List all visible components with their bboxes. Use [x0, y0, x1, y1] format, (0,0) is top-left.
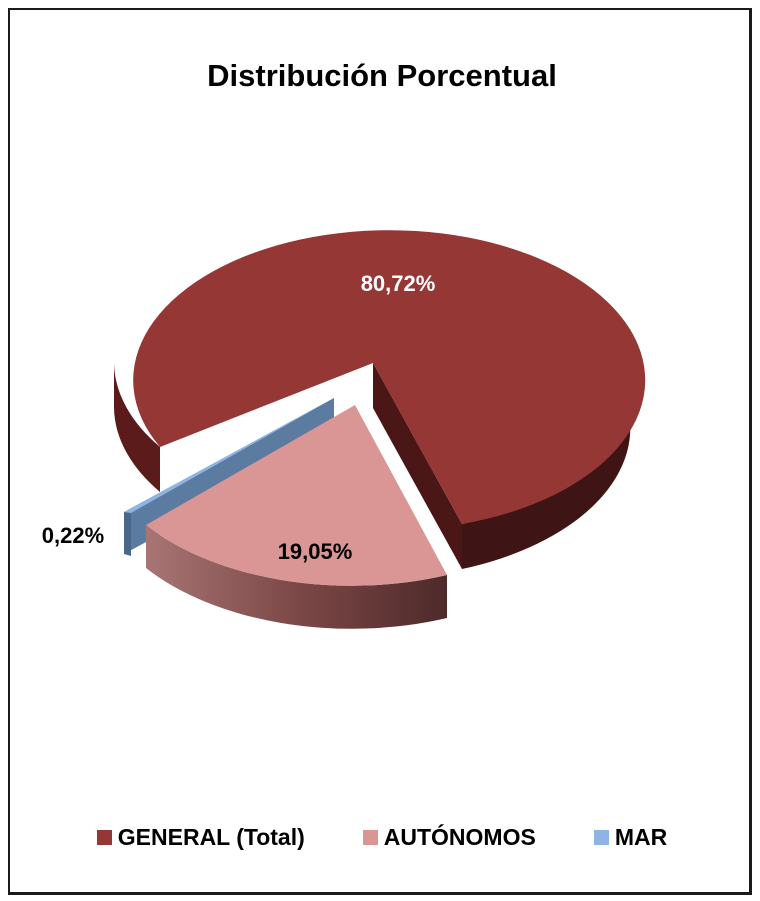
legend-item-general: GENERAL (Total) — [96, 824, 305, 851]
legend-label-general: GENERAL (Total) — [117, 824, 305, 850]
chart-legend: GENERAL (Total) AUTÓNOMOS MAR — [10, 824, 754, 851]
legend-swatch-general — [96, 830, 112, 845]
legend-label-mar: MAR — [614, 824, 668, 850]
data-label-mar: 0,22% — [42, 523, 104, 548]
pie-slice-general-side — [462, 363, 631, 569]
legend-item-autonomos: AUTÓNOMOS — [362, 824, 536, 851]
pie-slice-general-cut — [373, 363, 462, 569]
pie-slice-general-top — [133, 230, 646, 525]
pie-slice-general — [114, 230, 646, 569]
chart-frame: Distribución Porcentual — [8, 8, 752, 895]
pie-slice-general-side — [114, 363, 160, 492]
legend-swatch-mar — [593, 830, 609, 845]
data-label-general: 80,72% — [361, 271, 436, 296]
legend-item-mar: MAR — [593, 824, 668, 851]
pie-slice-autonomos-top — [146, 405, 447, 586]
chart-title: Distribución Porcentual — [207, 58, 557, 93]
legend-swatch-autonomos — [362, 830, 378, 845]
pie-slice-autonomos-side — [146, 525, 447, 629]
pie-chart: 80,72% 19,05% 0,22% — [42, 230, 646, 629]
legend-label-autonomos: AUTÓNOMOS — [383, 824, 536, 850]
data-label-autonomos: 19,05% — [278, 539, 353, 564]
pie-slice-autonomos — [146, 405, 447, 629]
